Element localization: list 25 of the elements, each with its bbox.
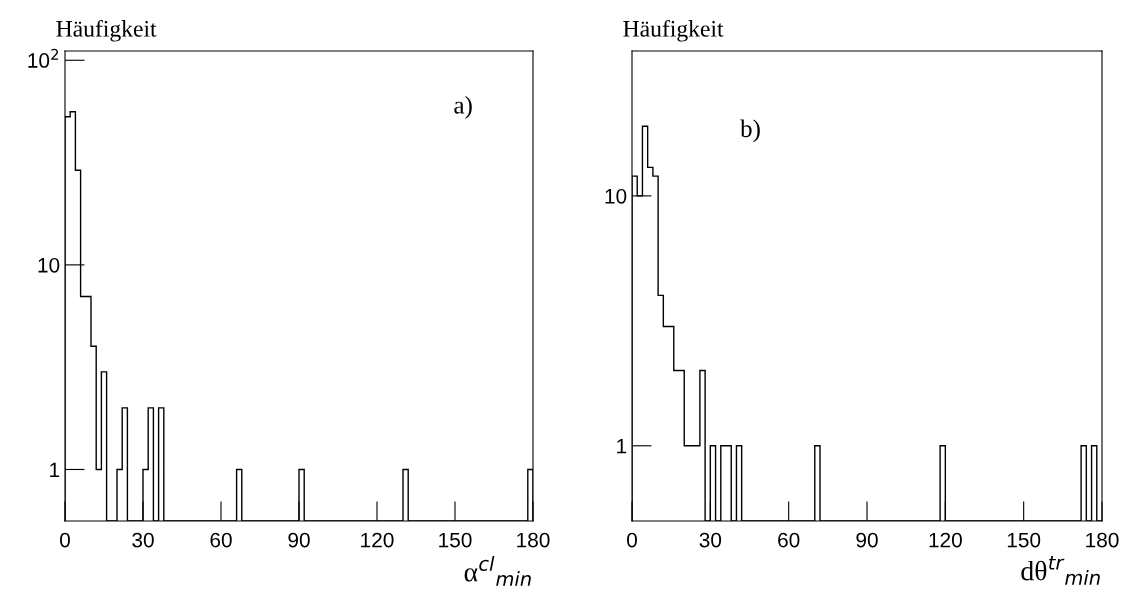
x-tick-label: 0 — [60, 532, 70, 548]
x-tick-label: 0 — [627, 532, 637, 548]
x-tick-label: 60 — [210, 532, 232, 548]
y-axis-title: Häufigkeit — [56, 19, 157, 42]
x-tick-label: 30 — [132, 532, 154, 548]
x-axis-title: α$^{cl}$$_{min}$ — [464, 555, 531, 586]
x-tick-label: 150 — [1007, 532, 1041, 548]
x-tick-label: 180 — [517, 532, 550, 548]
x-axis-title: dθ$^{tr}$$_{min}$ — [1021, 555, 1100, 585]
x-tick-label: 60 — [778, 532, 800, 548]
y-tick-label: 1 — [617, 438, 627, 454]
x-tick-label: 120 — [361, 532, 394, 548]
y-axis-title: Häufigkeit — [623, 19, 724, 42]
x-tick-label: 180 — [1086, 532, 1119, 548]
y-tick-label: 10$^{2}$ — [28, 48, 58, 68]
y-tick-label: 1 — [50, 462, 60, 478]
y-tick-label: 10 — [605, 188, 627, 204]
annotation: a) — [454, 96, 472, 119]
x-tick-label: 90 — [288, 532, 310, 548]
x-tick-label: 90 — [856, 532, 878, 548]
y-tick-label: 10 — [38, 257, 60, 273]
x-tick-label: 120 — [929, 532, 962, 548]
x-tick-label: 150 — [439, 532, 472, 548]
annotation: b) — [740, 119, 760, 143]
x-tick-label: 30 — [699, 532, 722, 548]
